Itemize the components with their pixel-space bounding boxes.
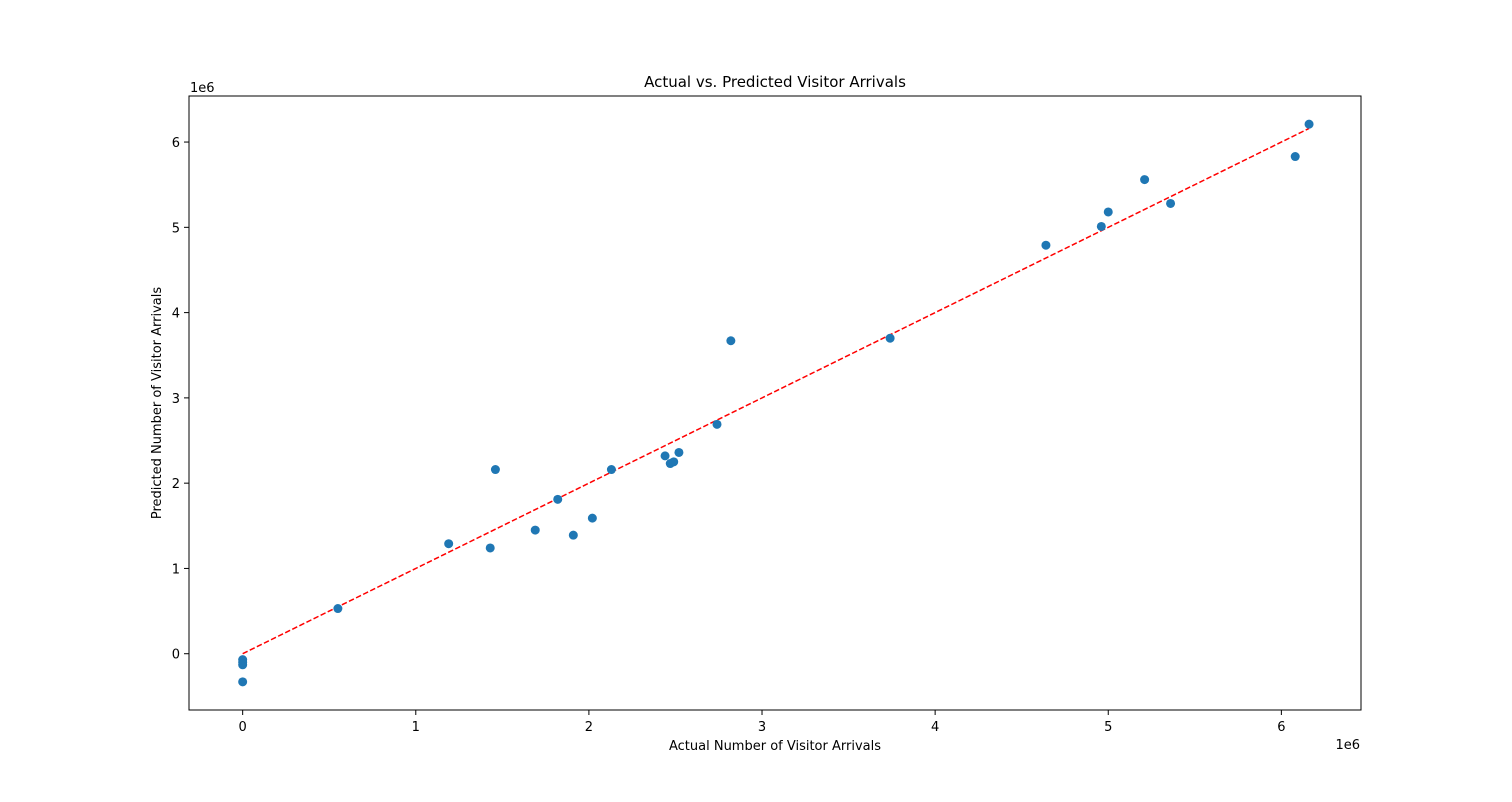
data-point: [669, 457, 679, 467]
y-offset-label: 1e6: [190, 81, 215, 96]
data-point: [674, 447, 684, 457]
x-tick-label: 4: [931, 720, 939, 735]
y-axis-label: Predicted Number of Visitor Arrivals: [150, 287, 165, 520]
data-point: [660, 451, 670, 461]
data-point: [1290, 152, 1300, 162]
data-point: [1140, 175, 1150, 185]
data-point: [885, 333, 895, 343]
data-point: [726, 336, 736, 346]
data-point: [712, 419, 722, 429]
y-tick-label: 0: [172, 648, 180, 663]
data-point: [568, 530, 578, 540]
data-point: [553, 494, 563, 504]
data-point: [530, 525, 540, 535]
data-point: [1103, 207, 1113, 217]
data-point: [444, 539, 454, 549]
points-layer: [238, 119, 1314, 687]
reference-line-layer: [242, 127, 1310, 655]
y-tick-label: 3: [172, 392, 180, 407]
y-tick-label: 4: [172, 307, 180, 322]
y-ticks-layer: 0 1 2 3 4 5 6: [172, 136, 189, 663]
x-tick-label: 1: [412, 720, 420, 735]
x-axis-label: Actual Number of Visitor Arrivals: [669, 739, 881, 754]
data-point: [238, 655, 248, 665]
data-point: [490, 465, 500, 475]
y-tick-label: 2: [172, 477, 180, 492]
y-tick-label: 1: [172, 562, 180, 577]
data-point: [606, 465, 616, 475]
x-tick-label: 0: [239, 720, 247, 735]
data-point: [1096, 221, 1106, 231]
x-tick-label: 2: [585, 720, 593, 735]
data-point: [1304, 119, 1314, 129]
x-ticks-layer: 0 1 2 3 4 5 6: [239, 710, 1286, 735]
x-tick-label: 3: [758, 720, 766, 735]
y-tick-label: 5: [172, 221, 180, 236]
data-point: [1166, 198, 1176, 208]
data-point: [587, 513, 597, 523]
x-offset-label: 1e6: [1335, 738, 1360, 753]
plot-area-frame: [188, 95, 1362, 711]
data-point: [238, 677, 248, 687]
x-tick-label: 5: [1104, 720, 1112, 735]
y-tick-label: 6: [172, 136, 180, 151]
data-point: [333, 604, 343, 614]
data-point: [485, 543, 495, 553]
x-tick-label: 6: [1277, 720, 1285, 735]
data-point: [1041, 240, 1051, 250]
chart-title: Actual vs. Predicted Visitor Arrivals: [644, 73, 906, 91]
reference-line: [242, 127, 1310, 655]
